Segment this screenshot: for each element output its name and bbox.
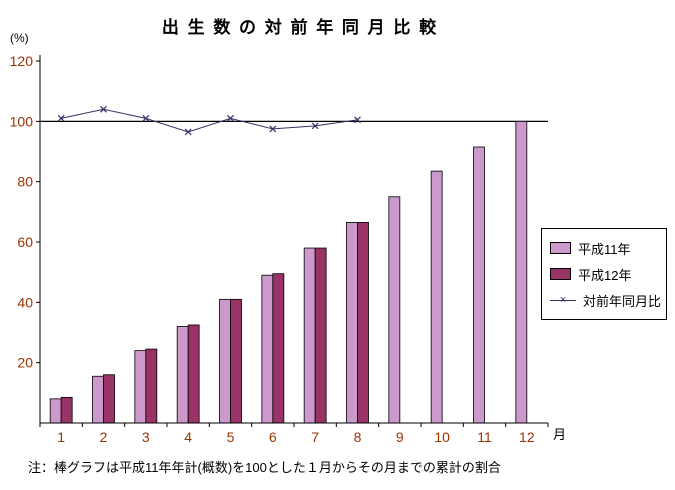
bar-平成11年-month-8 [346, 222, 358, 424]
legend-swatch-heisei12 [550, 268, 571, 280]
bar-平成12年-month-6 [272, 273, 285, 424]
bar-平成12年-month-4 [187, 324, 200, 424]
x-tick-label: 2 [100, 429, 108, 445]
x-marker-icon [57, 114, 65, 122]
bar-平成11年-month-7 [303, 247, 316, 424]
x-marker-icon [184, 128, 192, 136]
x-tick-label: 9 [396, 429, 404, 445]
x-tick-label: 8 [354, 429, 362, 445]
x-tick-label: 4 [184, 429, 192, 445]
x-tick-label: 6 [269, 429, 277, 445]
x-marker-icon [142, 114, 150, 122]
legend-label-heisei11: 平成11年 [578, 241, 631, 257]
x-marker-icon [311, 122, 319, 130]
bar-平成12年-month-2 [103, 374, 115, 424]
y-tick-label: 20 [17, 355, 33, 371]
bar-平成11年-month-11 [473, 146, 485, 424]
bar-平成11年-month-4 [176, 326, 189, 424]
bar-平成12年-month-1 [60, 396, 73, 424]
line-対前年同月比 [61, 108, 358, 133]
bar-平成12年-month-8 [357, 222, 369, 424]
y-tick-label: 100 [10, 113, 34, 129]
bar-平成11年-month-10 [430, 170, 443, 424]
bar-平成12年-month-3 [145, 348, 158, 424]
x-marker-icon [354, 116, 361, 124]
bar-平成11年-month-6 [261, 274, 274, 424]
x-tick-label: 12 [519, 429, 535, 445]
y-tick-label: 40 [17, 294, 33, 310]
bar-平成11年-month-3 [134, 350, 147, 424]
chart-title: 出 生 数 の 対 前 年 同 月 比 較 [161, 18, 439, 37]
legend-entry-heisei12: 平成12年 [550, 265, 658, 284]
bar-平成11年-month-2 [92, 375, 104, 424]
x-marker-icon [227, 114, 234, 122]
legend-entry-heisei11: 平成11年 [550, 239, 658, 258]
x-tick-label: 1 [57, 429, 65, 445]
y-tick-label: 60 [17, 234, 33, 250]
legend-label-ratio-line: 対前年同月比 [583, 293, 662, 309]
x-marker-icon [100, 105, 107, 113]
bar-平成11年-month-9 [388, 196, 401, 424]
footnote: 注：棒グラフは平成11年年計(概数)を100とした１月からその月までの累計の割合 [28, 460, 501, 475]
bar-平成12年-month-5 [230, 298, 242, 424]
legend: 平成11年 平成12年 × 対前年同月比 [541, 228, 667, 320]
bar-平成11年-month-5 [219, 298, 231, 424]
legend-line-segment [550, 299, 576, 301]
legend-label-heisei12: 平成12年 [578, 267, 632, 283]
x-tick-label: 10 [434, 429, 450, 445]
x-tick-label: 7 [311, 429, 319, 445]
legend-x-marker-icon: × [559, 293, 567, 306]
legend-swatch-heisei11 [550, 242, 571, 254]
x-tick-label: 5 [227, 429, 235, 445]
y-axis-unit-label: (%) [10, 31, 29, 45]
bar-平成11年-month-12 [515, 120, 528, 424]
legend-entry-ratio-line: × 対前年同月比 [550, 291, 662, 310]
x-tick-label: 11 [477, 429, 492, 445]
x-marker-icon [269, 125, 277, 133]
y-tick-label: 120 [10, 53, 34, 69]
bar-平成12年-month-7 [314, 247, 327, 424]
y-tick-label: 80 [17, 174, 33, 190]
x-tick-label: 3 [142, 429, 150, 445]
legend-swatch-ratio-line: × [550, 294, 576, 307]
x-axis-unit-label: 月 [553, 427, 567, 442]
bar-平成11年-month-1 [49, 398, 62, 424]
